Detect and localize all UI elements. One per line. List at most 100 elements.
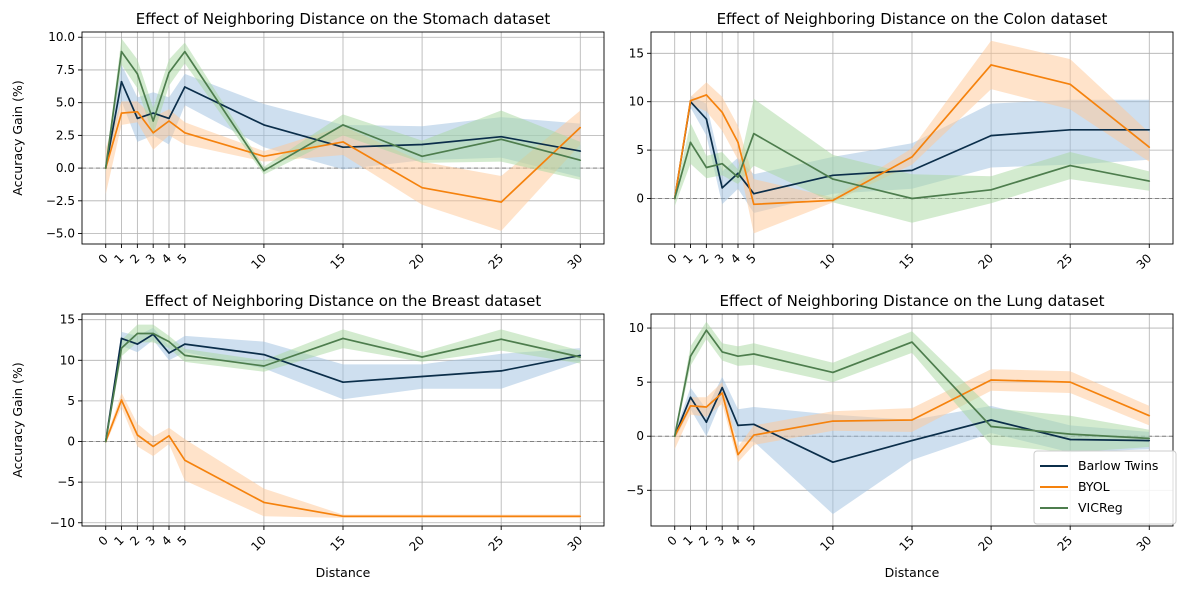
point-byol: [579, 515, 582, 518]
x-tick-label: 15: [896, 533, 917, 554]
y-tick-label: −5.0: [46, 227, 75, 241]
legend-box: [1033, 450, 1177, 525]
band-vicreg: [674, 321, 1150, 453]
x-tick-label: 15: [327, 251, 348, 272]
point-barlow-twins: [753, 423, 755, 426]
band-vicreg: [674, 98, 1150, 223]
x-axis-label-breast: Distance: [316, 565, 371, 580]
x-tick-label: 30: [565, 251, 586, 272]
point-byol: [579, 126, 582, 129]
point-barlow-twins: [263, 353, 265, 356]
x-tick-label: 25: [1055, 251, 1076, 272]
legend: Barlow Twins BYOL VICReg: [1033, 450, 1177, 525]
y-tick-label: −5: [626, 483, 644, 497]
y-tick-label: 0: [67, 435, 75, 449]
point-barlow-twins: [421, 375, 423, 378]
point-barlow-twins: [705, 118, 708, 120]
point-vicreg: [990, 188, 992, 191]
x-tick-label: 0: [665, 251, 680, 266]
point-barlow-twins: [136, 117, 139, 120]
point-byol: [737, 453, 739, 456]
x-tick-label: 10: [248, 251, 269, 272]
point-byol: [911, 419, 913, 421]
point-barlow-twins: [342, 146, 344, 148]
point-byol: [1148, 414, 1151, 417]
band-vicreg: [105, 324, 581, 444]
x-tick-label: 5: [175, 533, 190, 548]
x-tick-label: 10: [817, 251, 838, 272]
point-byol: [737, 141, 739, 144]
point-vicreg: [705, 329, 708, 332]
x-tick-label: 4: [728, 251, 743, 266]
point-barlow-twins: [721, 187, 723, 189]
point-byol: [689, 405, 692, 407]
point-vicreg: [184, 50, 186, 53]
point-barlow-twins: [689, 396, 692, 399]
point-byol: [120, 112, 123, 114]
point-barlow-twins: [184, 86, 186, 88]
chart-title-colon: Effect of Neighboring Distance on the Co…: [717, 10, 1108, 28]
point-vicreg: [737, 176, 739, 179]
x-tick-label: 1: [111, 251, 126, 266]
point-barlow-twins: [152, 112, 154, 114]
point-barlow-twins: [737, 424, 739, 427]
point-barlow-twins: [1069, 438, 1071, 441]
band-byol: [674, 369, 1150, 463]
point-byol: [152, 131, 154, 134]
x-tick-label: 5: [175, 251, 190, 266]
point-barlow-twins: [168, 117, 170, 120]
point-vicreg: [120, 347, 123, 349]
point-vicreg: [721, 351, 723, 353]
y-axis-label-breast: Accuracy Gain (%): [10, 362, 25, 477]
point-barlow-twins: [184, 343, 186, 345]
x-tick-label: 20: [407, 251, 428, 272]
point-barlow-twins: [168, 352, 170, 354]
point-vicreg: [689, 355, 692, 357]
point-vicreg: [832, 371, 834, 374]
point-byol: [753, 434, 755, 436]
point-barlow-twins: [721, 386, 723, 389]
point-vicreg: [136, 332, 139, 335]
panel-stomach: 0 1 2 3 4 5 10 15 20 25 30 −5.0 −2.5 0.0 2.5 5.0 7.5 10.0…: [10, 10, 605, 272]
point-byol: [500, 515, 502, 518]
point-barlow-twins: [705, 421, 708, 423]
y-tick-label: 0: [636, 192, 644, 206]
y-tick-label: 10: [629, 95, 644, 109]
y-tick-label: 5: [67, 394, 75, 408]
x-tick-label: 2: [696, 533, 711, 548]
point-vicreg: [152, 120, 154, 122]
point-barlow-twins: [500, 135, 502, 138]
point-vicreg: [1148, 180, 1151, 182]
point-vicreg: [832, 178, 834, 180]
legend-label-barlow: Barlow Twins: [1078, 458, 1158, 473]
band-byol: [105, 392, 581, 518]
x-tick-label: 5: [744, 533, 759, 548]
point-byol: [1148, 146, 1151, 148]
y-tick-label: 15: [60, 313, 75, 327]
x-tick-label: 0: [96, 251, 111, 266]
plot-lung: [673, 321, 1151, 515]
x-tick-label: 30: [565, 533, 586, 554]
point-barlow-twins: [120, 80, 123, 83]
band-byol: [674, 40, 1150, 234]
x-tick-label: 20: [976, 533, 997, 554]
y-tick-label: −10: [50, 516, 75, 530]
point-barlow-twins: [753, 192, 755, 195]
point-barlow-twins: [1148, 439, 1151, 442]
x-tick-label: 2: [127, 533, 142, 548]
point-barlow-twins: [136, 343, 139, 345]
point-vicreg: [705, 166, 708, 169]
x-tick-label: 2: [127, 251, 142, 266]
point-byol: [184, 459, 186, 462]
point-barlow-twins: [832, 461, 834, 463]
point-byol: [184, 131, 186, 134]
point-vicreg: [263, 169, 265, 172]
y-tick-label: 5: [636, 143, 644, 157]
x-tick-label: 20: [407, 533, 428, 554]
point-vicreg: [1069, 164, 1071, 167]
x-tick-label: 4: [159, 251, 174, 266]
point-vicreg: [911, 197, 913, 200]
chart-title-lung: Effect of Neighboring Distance on the Lu…: [720, 292, 1105, 310]
